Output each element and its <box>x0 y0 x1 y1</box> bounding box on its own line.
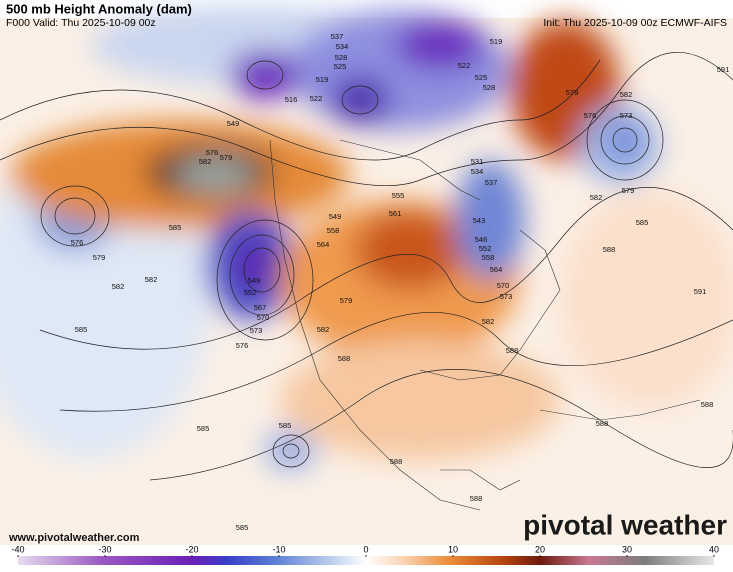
contour-label: 588 <box>338 354 351 363</box>
contour-label: 579 <box>93 253 106 262</box>
contour-label: 561 <box>389 209 402 218</box>
contour-label: 549 <box>227 119 240 128</box>
contour-label: 525 <box>475 73 488 82</box>
map-title: 500 mb Height Anomaly (dam) <box>6 1 192 16</box>
contour-label: 573 <box>500 292 513 301</box>
contour-label: 543 <box>473 216 486 225</box>
contour-label: 579 <box>566 88 579 97</box>
contour-label: 588 <box>596 419 609 428</box>
contour-label: 576 <box>236 341 249 350</box>
contour-label: 519 <box>316 75 329 84</box>
contour-label: 585 <box>236 523 249 532</box>
contour-label: 516 <box>285 95 298 104</box>
contour-label: 582 <box>112 282 125 291</box>
contour-label: 567 <box>254 303 267 312</box>
contour-label: 591 <box>717 65 730 74</box>
contour-label: 558 <box>327 226 340 235</box>
contour-label: 564 <box>317 240 330 249</box>
contour-label: 588 <box>390 457 403 466</box>
logo: pivotal weather <box>523 509 727 540</box>
contour-label: 588 <box>603 245 616 254</box>
anomaly-field <box>0 5 733 472</box>
contour-label: 528 <box>483 83 496 92</box>
colorbar-tick-label: 20 <box>535 544 545 554</box>
contour-label: 588 <box>506 346 519 355</box>
contour-label: 585 <box>197 424 210 433</box>
contour-label: 582 <box>145 275 158 284</box>
contour-label: 582 <box>482 317 495 326</box>
colorbar-tick-label: -20 <box>185 544 198 554</box>
contour-label: 585 <box>169 223 182 232</box>
contour-label: 537 <box>485 178 498 187</box>
contour-label: 585 <box>279 421 292 430</box>
contour-label: 531 <box>471 157 484 166</box>
contour-label: 585 <box>75 325 88 334</box>
contour-label: 585 <box>636 218 649 227</box>
contour-label: 534 <box>336 42 349 51</box>
coastlines <box>269 139 701 511</box>
contour-label: 588 <box>701 400 714 409</box>
contour-label: 582 <box>590 193 603 202</box>
colorbar-tick-label: -40 <box>11 544 24 554</box>
colorbar-tick-label: 30 <box>622 544 632 554</box>
contour-label: 576 <box>71 238 84 247</box>
contour-label: 579 <box>220 153 233 162</box>
height-contours <box>0 51 733 481</box>
contour-label: 573 <box>620 111 633 120</box>
contour-label: 570 <box>257 313 270 322</box>
map <box>0 5 733 545</box>
contour-label: 582 <box>317 325 330 334</box>
contour-label: 573 <box>250 326 263 335</box>
contour-label: 579 <box>340 296 353 305</box>
colorbar-tick-label: -10 <box>272 544 285 554</box>
colorbar <box>18 556 714 565</box>
colorbar-tick-label: 10 <box>448 544 458 554</box>
contour-label: 555 <box>392 191 405 200</box>
contour-label: 564 <box>490 265 503 274</box>
contour-label: 522 <box>458 61 471 70</box>
contour-label: 537 <box>331 32 344 41</box>
contour-label: 570 <box>497 281 510 290</box>
colorbar-tick-label: 40 <box>709 544 719 554</box>
init-time: Init: Thu 2025-10-09 00z ECMWF-AIFS <box>543 17 727 29</box>
colorbar-tick-label: 0 <box>363 544 368 554</box>
contour-label: 591 <box>694 287 707 296</box>
contour-label: 549 <box>329 212 342 221</box>
contour-label: 552 <box>244 288 257 297</box>
contour-label: 546 <box>475 235 488 244</box>
colorbar-tick-label: -30 <box>98 544 111 554</box>
contour-label: 582 <box>620 90 633 99</box>
contour-label: 552 <box>479 244 492 253</box>
contour-label: 576 <box>584 111 597 120</box>
website: www.pivotalweather.com <box>8 532 140 544</box>
contour-label: 522 <box>310 94 323 103</box>
contour-label: 579 <box>622 186 635 195</box>
contour-label: 528 <box>335 53 348 62</box>
contour-label: 558 <box>482 253 495 262</box>
contour-label: 588 <box>470 494 483 503</box>
contour-label: 525 <box>334 62 347 71</box>
contour-label: 576 <box>206 148 219 157</box>
contour-label: 519 <box>490 37 503 46</box>
colorbar-ticks: -40 -30 -20 -10 0 10 20 30 40 <box>11 544 719 557</box>
contour-label: 549 <box>248 276 261 285</box>
contour-label: 582 <box>199 157 212 166</box>
contour-label: 534 <box>471 167 484 176</box>
valid-time: F000 Valid: Thu 2025-10-09 00z <box>6 17 156 29</box>
